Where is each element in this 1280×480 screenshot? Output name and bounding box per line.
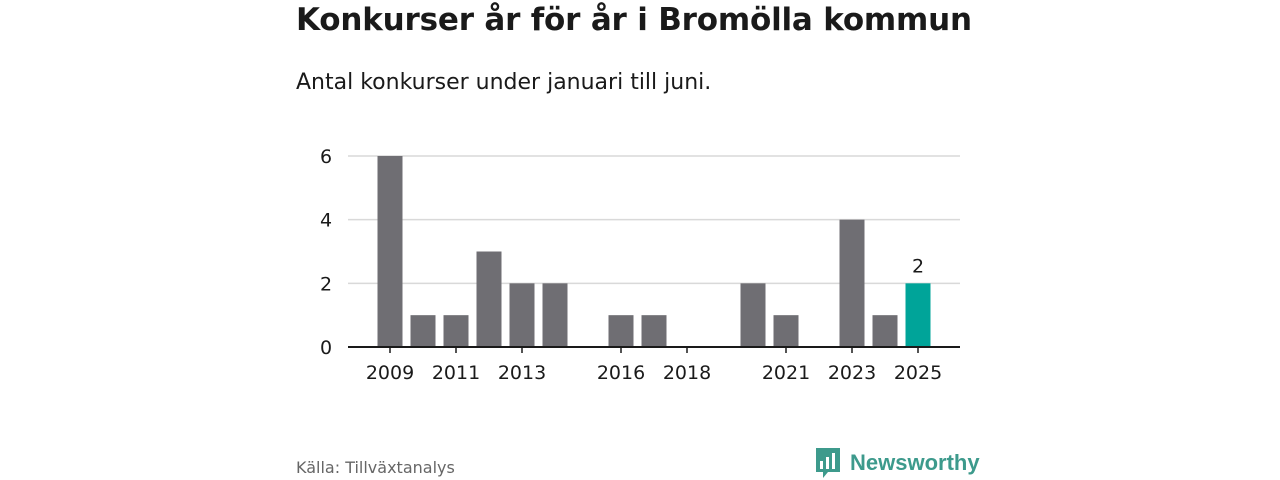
bar-2021: [773, 315, 799, 347]
bar-2024: [872, 315, 898, 347]
bar-2017: [641, 315, 667, 347]
chart-subtitle: Antal konkurser under januari till juni.: [296, 70, 712, 95]
x-tick-label: 2013: [498, 362, 546, 384]
x-tick-label: 2023: [828, 362, 876, 384]
y-tick-label: 4: [320, 210, 332, 232]
y-tick-label: 6: [320, 146, 332, 168]
bar-2020: [740, 283, 766, 347]
bar-2012: [476, 251, 502, 347]
x-tick-label: 2009: [366, 362, 414, 384]
brand-name: Newsworthy: [850, 450, 980, 475]
x-tick-label: 2016: [597, 362, 645, 384]
y-tick-label: 0: [320, 337, 332, 359]
bar-2014: [542, 283, 568, 347]
x-tick-label: 2018: [663, 362, 711, 384]
bar-2009: [377, 156, 403, 347]
bar-2023: [839, 219, 865, 347]
bar-2011: [443, 315, 469, 347]
source-note: Källa: Tillväxtanalys: [296, 458, 455, 477]
bar-2016: [608, 315, 634, 347]
x-tick-label: 2021: [762, 362, 810, 384]
x-tick-label: 2025: [894, 362, 942, 384]
bar-2010: [410, 315, 436, 347]
y-tick-label: 2: [320, 273, 332, 295]
brand-logo: Newsworthy: [814, 446, 980, 480]
x-tick-label: 2011: [432, 362, 480, 384]
bar-2013: [509, 283, 535, 347]
chart-title: Konkurser år för år i Bromölla kommun: [296, 2, 972, 38]
bar-2025: [905, 283, 931, 347]
newsworthy-logo-icon: [816, 448, 840, 478]
data-label-2025: 2: [912, 255, 924, 277]
